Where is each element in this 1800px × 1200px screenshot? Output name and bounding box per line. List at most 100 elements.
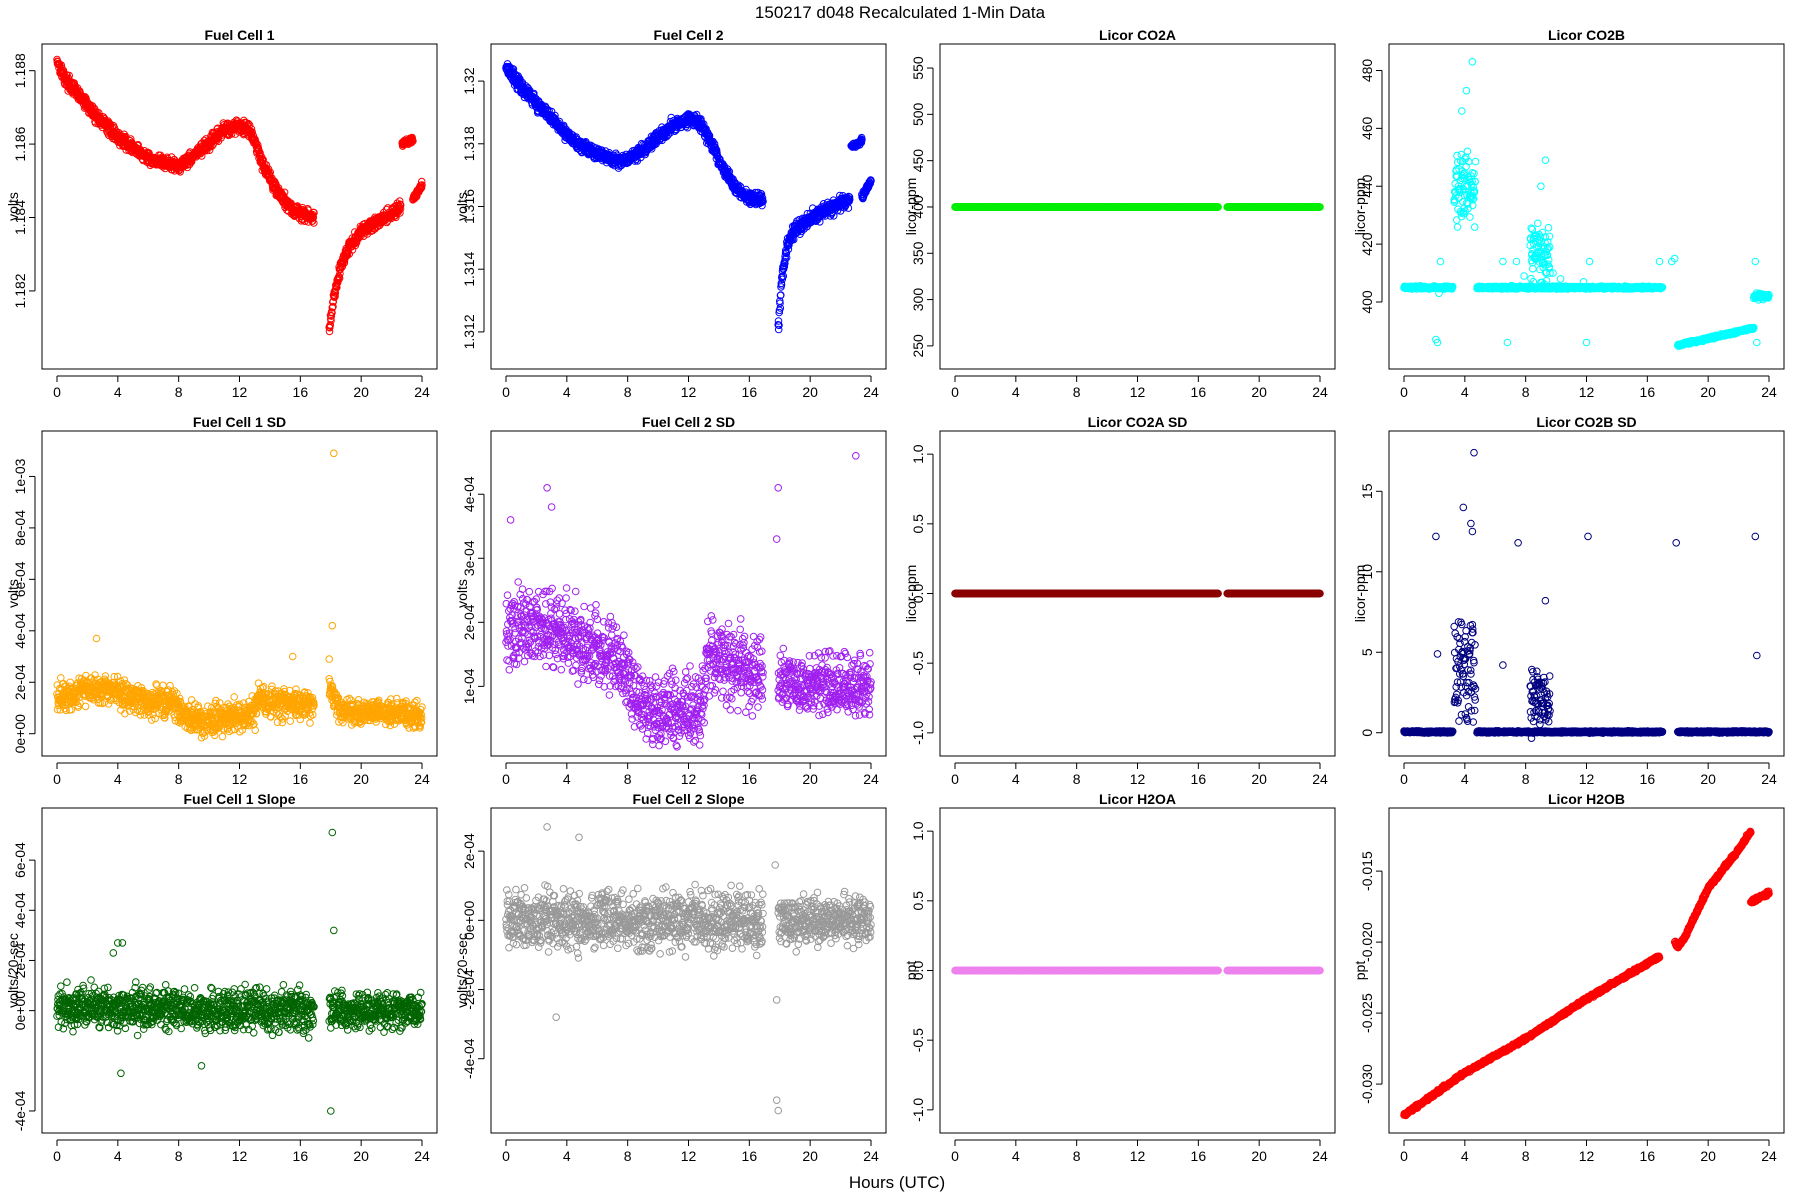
- data-point: [1450, 195, 1458, 204]
- x-tick-label: 4: [114, 384, 122, 400]
- data-point: [1460, 174, 1469, 183]
- series-points: [951, 203, 1324, 211]
- y-tick-label: 1.182: [12, 273, 28, 308]
- data-point: [845, 195, 854, 204]
- data-point: [1457, 150, 1466, 159]
- x-tick-label: 0: [53, 384, 61, 400]
- data-point: [253, 141, 262, 149]
- data-point: [418, 181, 426, 189]
- x-tick-label: 12: [681, 384, 697, 400]
- data-point: [1451, 196, 1459, 205]
- data-point: [333, 283, 341, 292]
- data-point: [395, 197, 404, 205]
- x-tick-label: 20: [353, 384, 369, 400]
- plot-frame: [939, 43, 1336, 370]
- data-point: [776, 304, 785, 312]
- data-point: [280, 188, 289, 197]
- y-tick-label: 1.314: [461, 251, 477, 286]
- y-axis-label: volts: [5, 192, 21, 221]
- data-point: [1469, 194, 1478, 203]
- data-point: [778, 275, 787, 284]
- figure-xlabel: Hours (UTC): [849, 1173, 945, 1192]
- data-point: [409, 137, 417, 145]
- x-tick-label: 0: [1400, 384, 1408, 400]
- series-points: [1400, 58, 1773, 350]
- data-point: [1463, 200, 1472, 208]
- data-point: [1470, 187, 1479, 196]
- plot-frame: [41, 43, 438, 370]
- data-point: [774, 325, 783, 334]
- x-tick-label: 0: [951, 384, 959, 400]
- data-point: [309, 213, 318, 222]
- data-point: [1469, 195, 1477, 204]
- data-point: [867, 177, 875, 185]
- data-point: [1471, 177, 1479, 186]
- data-point: [782, 249, 791, 258]
- data-point: [647, 145, 656, 153]
- y-tick-label: 460: [1359, 116, 1375, 140]
- y-tick-label: 420: [1359, 232, 1375, 256]
- data-point: [780, 262, 789, 271]
- y-tick-label: 300: [910, 288, 926, 312]
- x-tick-label: 8: [175, 384, 183, 400]
- data-point: [310, 219, 318, 227]
- y-tick-label: 400: [1359, 290, 1375, 314]
- data-point: [327, 317, 335, 325]
- data-point: [777, 281, 786, 289]
- x-tick-label: 16: [1191, 384, 1207, 400]
- data-point: [65, 71, 73, 80]
- y-tick-label: 1.318: [461, 126, 477, 161]
- x-tick-label: 4: [1012, 384, 1020, 400]
- data-point: [1470, 223, 1479, 231]
- data-point: [260, 160, 269, 168]
- data-point: [256, 148, 264, 157]
- data-point: [779, 272, 788, 280]
- y-tick-label: 1.312: [461, 314, 477, 349]
- x-tick-label: 8: [624, 384, 632, 400]
- data-point: [857, 138, 866, 147]
- data-point: [1466, 213, 1474, 221]
- x-tick-label: 4: [563, 384, 571, 400]
- x-tick-label: 16: [293, 384, 309, 400]
- data-point: [775, 321, 783, 330]
- x-tick-label: 20: [1700, 384, 1716, 400]
- y-tick-label: 1.186: [12, 126, 28, 161]
- data-point: [417, 177, 426, 186]
- data-point: [1214, 203, 1222, 211]
- data-point: [205, 146, 214, 154]
- y-tick-label: 250: [910, 334, 926, 358]
- data-point: [352, 238, 361, 247]
- y-tick-label: 350: [910, 241, 926, 265]
- data-point: [774, 317, 783, 325]
- data-point: [336, 269, 344, 278]
- y-tick-label: 400: [910, 195, 926, 219]
- data-point: [332, 280, 341, 288]
- y-tick-label: 550: [910, 56, 926, 80]
- data-point: [664, 130, 673, 139]
- data-point: [757, 190, 766, 198]
- x-tick-label: 12: [1579, 384, 1595, 400]
- y-tick-label: 440: [1359, 174, 1375, 198]
- x-tick-label: 24: [863, 384, 879, 400]
- data-point: [758, 201, 766, 210]
- data-point: [1448, 282, 1457, 291]
- data-point: [1470, 169, 1478, 178]
- data-point: [396, 205, 405, 213]
- y-tick-label: 1.188: [12, 53, 28, 88]
- data-point: [310, 208, 318, 217]
- x-tick-label: 20: [802, 384, 818, 400]
- data-point: [1453, 223, 1462, 231]
- y-tick-label: 1.184: [12, 200, 28, 235]
- x-tick-label: 8: [1073, 384, 1081, 400]
- x-tick-label: 0: [502, 384, 510, 400]
- data-point: [335, 274, 344, 283]
- x-tick-label: 20: [1251, 384, 1267, 400]
- data-point: [702, 125, 710, 133]
- y-tick-label: 1.316: [461, 189, 477, 224]
- data-point: [1471, 157, 1480, 166]
- series-points: [53, 55, 426, 336]
